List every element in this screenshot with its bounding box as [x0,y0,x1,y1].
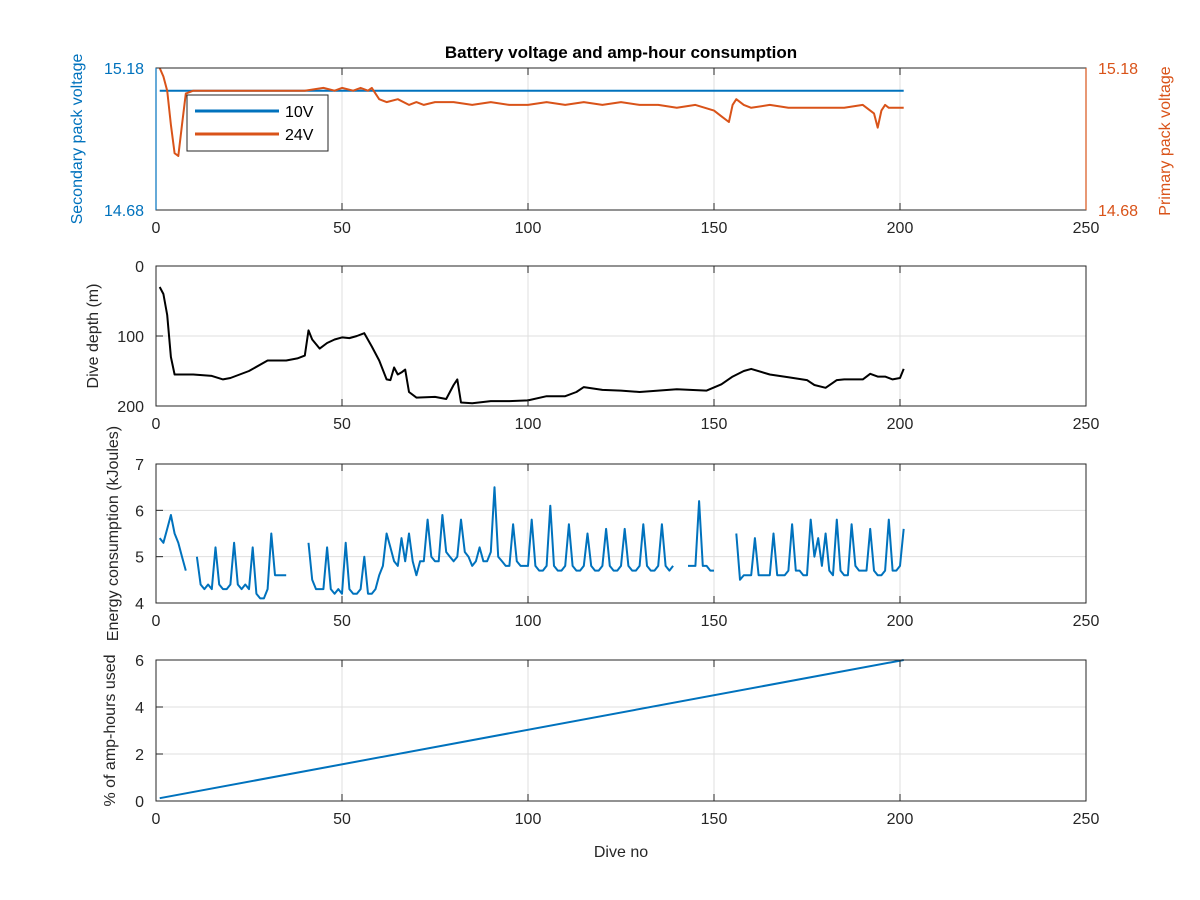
x-tick-label: 100 [515,811,542,828]
figure-title: Battery voltage and amp-hour consumption [445,43,797,62]
x-tick-label: 0 [152,220,161,237]
x-tick-label: 150 [701,220,728,237]
x-tick-label: 100 [515,416,542,433]
series-line-24v [158,67,904,157]
x-tick-label: 100 [515,613,542,630]
y-tick-label: 0 [135,794,144,811]
x-tick-label: 250 [1073,811,1100,828]
legend-label-24v: 24V [285,127,314,144]
legend: 10V 24V [186,94,329,152]
amp-hours-axes: 0 50 100 150 200 250 0 2 4 6 % of amp-hours used Di… [102,653,1099,861]
x-tick-label: 200 [887,220,914,237]
x-tick-label: 50 [333,613,351,630]
plot-area [156,464,1086,603]
y-tick-label: 100 [117,329,144,346]
x-tick-label: 250 [1073,220,1100,237]
y-right-tick-label: 15.18 [1098,61,1138,78]
axes-frame [155,463,1087,604]
series-line-segment-3 [688,500,714,572]
y-tick-label: 14.68 [104,203,144,220]
x-tick-label: 0 [152,416,161,433]
x-tick-label: 50 [333,811,351,828]
series-line [158,286,905,405]
y-tick-label: 15.18 [104,61,144,78]
x-tick-label: 250 [1073,613,1100,630]
legend-label-10v: 10V [285,104,314,121]
x-tick-label: 150 [701,613,728,630]
series-line-segment-1 [195,532,287,600]
series-line-segment-2 [307,486,674,595]
y-tick-label: 5 [135,550,144,567]
y-right-tick-label: 14.68 [1098,203,1138,220]
legend-box [186,94,329,152]
y-axis-label: Energy consumption (kJoules) [105,426,122,641]
x-tick-label: 200 [887,416,914,433]
y-right-axis-label: Primary pack voltage [1157,66,1174,215]
y-tick-label: 0 [135,259,144,276]
y-tick-label: 4 [135,596,144,613]
energy-axes: 0 50 100 150 200 250 4 5 6 7 Energy consumption (k… [105,426,1099,641]
series-line [159,659,904,800]
y-tick-label: 200 [117,399,144,416]
y-axis-label: Secondary pack voltage [69,54,86,225]
x-tick-label: 150 [701,416,728,433]
y-tick-label: 4 [135,700,144,717]
y-tick-label: 6 [135,653,144,670]
x-tick-label: 250 [1073,416,1100,433]
y-axis-label: Dive depth (m) [85,284,102,389]
x-tick-label: 200 [887,811,914,828]
plot-area [156,660,1086,801]
y-axis-label: % of amp-hours used [102,654,119,806]
x-tick-label: 150 [701,811,728,828]
series-line-segment-0 [158,514,187,571]
x-tick-label: 0 [152,811,161,828]
y-tick-label: 2 [135,747,144,764]
y-tick-label: 6 [135,503,144,520]
depth-axes: 0 50 100 150 200 250 0 100 200 Dive depth (m) [85,259,1099,433]
series-line-segment-4 [735,518,905,581]
x-axis-label: Dive no [594,844,648,861]
x-tick-label: 50 [333,220,351,237]
y-tick-label: 7 [135,457,144,474]
x-tick-label: 200 [887,613,914,630]
x-tick-label: 100 [515,220,542,237]
axes-frame [155,659,1087,802]
x-tick-label: 0 [152,613,161,630]
x-tick-label: 50 [333,416,351,433]
